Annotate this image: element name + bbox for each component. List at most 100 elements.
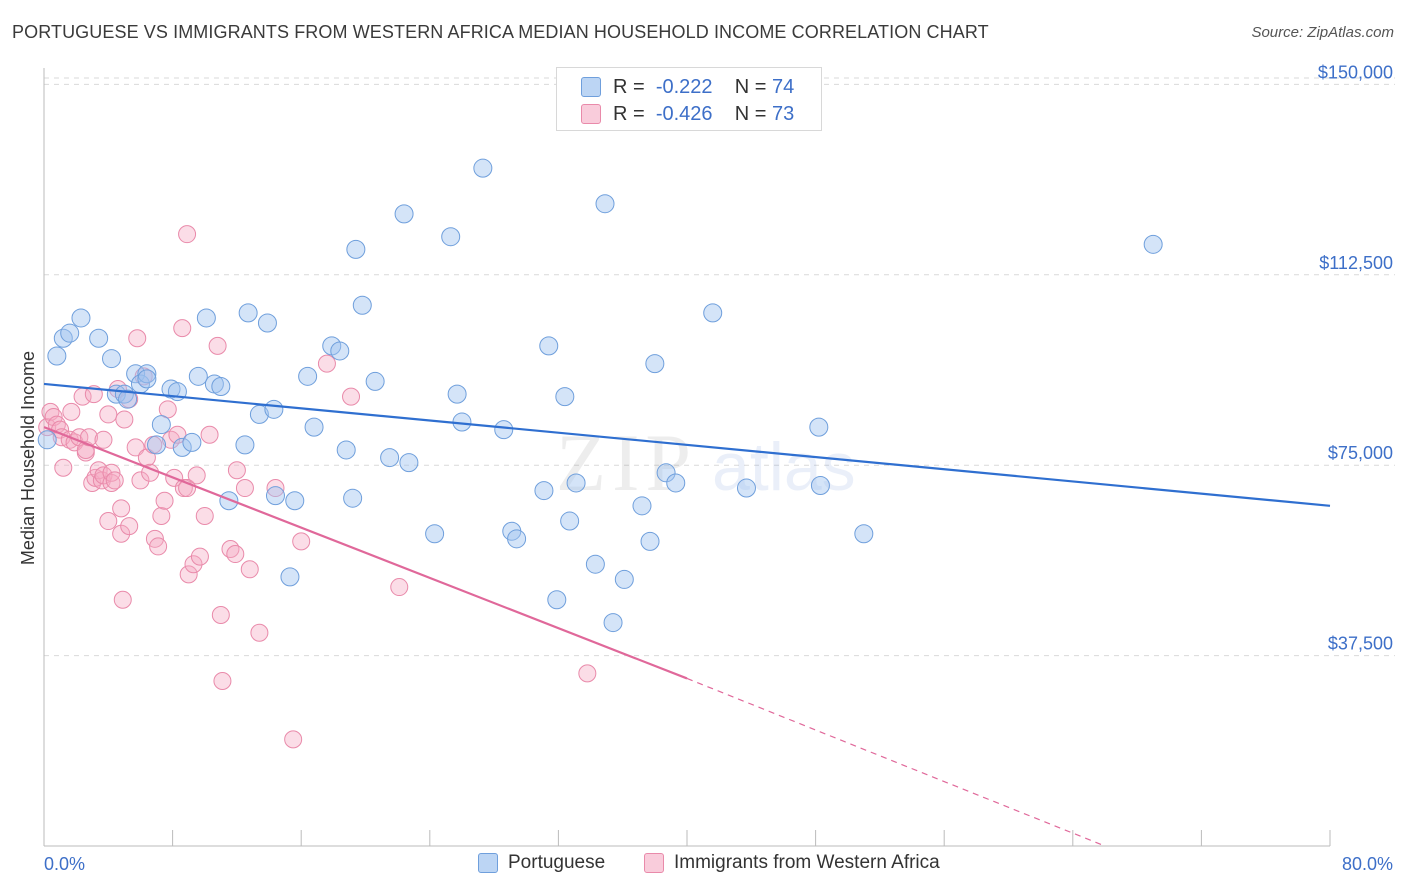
data-point-portuguese xyxy=(854,524,874,544)
legend-r-label: R = xyxy=(613,75,645,98)
data-point-portuguese xyxy=(47,346,67,366)
y-tick-label: $37,500 xyxy=(1328,634,1393,654)
y-tick-label: $112,500 xyxy=(1319,253,1393,273)
data-point-portuguese xyxy=(1143,234,1163,254)
axes xyxy=(43,68,1331,847)
watermark-zip: ZIP xyxy=(556,417,697,508)
y-axis-ticks: $37,500 $75,000 $112,500 $150,000 xyxy=(1318,62,1393,653)
data-point-western-africa xyxy=(184,555,203,574)
trend-line-portuguese xyxy=(43,382,1331,507)
data-point-portuguese xyxy=(614,569,634,589)
stats-legend: R = -0.222 N = 74 R = -0.426 N = 73 xyxy=(556,67,822,131)
data-point-portuguese xyxy=(238,303,258,323)
data-point-western-africa xyxy=(62,402,81,421)
chart-title: PORTUGUESE VS IMMIGRANTS FROM WESTERN AF… xyxy=(12,22,989,42)
data-point-portuguese xyxy=(285,491,305,511)
data-point-western-africa xyxy=(168,425,187,444)
data-point-portuguese xyxy=(507,529,527,549)
x-tick-label-min: 0.0% xyxy=(44,854,85,874)
legend-swatch-pink xyxy=(581,104,601,124)
data-point-portuguese xyxy=(394,204,414,224)
data-point-western-africa xyxy=(115,410,134,429)
data-point-western-africa xyxy=(149,537,168,556)
y-axis-label: Median Household Income xyxy=(18,351,38,565)
data-point-portuguese xyxy=(666,473,686,493)
data-point-portuguese xyxy=(188,366,208,386)
data-point-portuguese xyxy=(219,491,239,511)
data-point-western-africa xyxy=(195,506,214,525)
bottom-legend-western-africa: Immigrants from Western Africa xyxy=(644,852,940,874)
source-label: Source: ZipAtlas.com xyxy=(1251,24,1394,41)
legend-n-label: N = xyxy=(734,102,767,125)
data-point-portuguese xyxy=(810,476,830,496)
data-point-western-africa xyxy=(190,547,209,566)
data-point-portuguese xyxy=(114,384,134,404)
data-point-portuguese xyxy=(560,511,580,531)
data-point-portuguese xyxy=(703,303,723,323)
data-point-western-africa xyxy=(266,479,285,498)
data-point-portuguese xyxy=(118,389,138,409)
data-point-western-africa xyxy=(240,560,259,579)
data-point-western-africa xyxy=(99,405,118,424)
data-point-portuguese xyxy=(211,376,231,396)
data-point-portuguese xyxy=(37,430,57,450)
data-point-portuguese xyxy=(352,295,372,315)
data-point-portuguese xyxy=(441,227,461,247)
data-point-portuguese xyxy=(736,478,756,498)
data-point-western-africa xyxy=(102,473,121,492)
data-point-western-africa xyxy=(208,336,227,355)
legend-r-value: -0.426 xyxy=(655,102,713,125)
data-point-portuguese xyxy=(53,328,73,348)
data-point-portuguese xyxy=(126,364,146,384)
legend-n-value: 73 xyxy=(772,102,795,125)
data-point-western-africa xyxy=(211,605,230,624)
data-point-portuguese xyxy=(147,435,167,455)
data-point-portuguese xyxy=(380,448,400,468)
data-point-portuguese xyxy=(196,308,216,328)
data-point-portuguese xyxy=(71,308,91,328)
data-point-western-africa xyxy=(155,491,174,510)
legend-row-portuguese: R = -0.222 N = 74 xyxy=(581,74,794,100)
data-point-western-africa xyxy=(578,664,597,683)
data-point-western-africa xyxy=(173,319,192,338)
data-point-western-africa xyxy=(152,506,171,525)
data-point-portuguese xyxy=(539,336,559,356)
bottom-legend-label: Portuguese xyxy=(508,852,606,873)
data-point-portuguese xyxy=(494,420,514,440)
bottom-legend-label: Immigrants from Western Africa xyxy=(674,852,940,873)
legend-row-western-africa: R = -0.426 N = 73 xyxy=(581,101,794,127)
data-point-portuguese xyxy=(102,349,122,369)
legend-n-value: 74 xyxy=(772,75,795,98)
data-point-portuguese xyxy=(89,328,109,348)
data-point-portuguese xyxy=(656,463,676,483)
data-point-portuguese xyxy=(809,417,829,437)
data-point-portuguese xyxy=(265,486,285,506)
data-point-western-africa xyxy=(226,545,245,564)
data-point-western-africa xyxy=(235,479,254,498)
data-point-portuguese xyxy=(585,554,605,574)
data-point-portuguese xyxy=(182,432,202,452)
data-point-western-africa xyxy=(390,578,409,597)
data-point-western-africa xyxy=(213,671,232,690)
data-point-western-africa xyxy=(112,499,131,518)
bottom-legend-swatch-blue xyxy=(478,853,498,873)
y-tick-label: $75,000 xyxy=(1328,443,1393,463)
data-point-portuguese xyxy=(425,524,445,544)
data-point-western-africa xyxy=(131,471,150,490)
trend-line-western-africa-extension xyxy=(686,677,1106,847)
data-point-portuguese xyxy=(595,194,615,214)
data-point-portuguese xyxy=(365,371,385,391)
data-point-portuguese xyxy=(640,531,660,551)
data-point-western-africa xyxy=(54,458,73,477)
data-point-western-africa xyxy=(227,461,246,480)
data-point-western-africa xyxy=(99,512,118,531)
data-point-portuguese xyxy=(346,239,366,259)
x-tick-label-max: 80.0% xyxy=(1342,854,1393,874)
data-point-portuguese xyxy=(60,323,80,343)
data-point-western-africa xyxy=(200,425,219,444)
data-point-portuguese xyxy=(304,417,324,437)
data-point-western-africa xyxy=(120,517,139,536)
data-point-western-africa xyxy=(105,471,124,490)
data-point-portuguese xyxy=(534,481,554,501)
